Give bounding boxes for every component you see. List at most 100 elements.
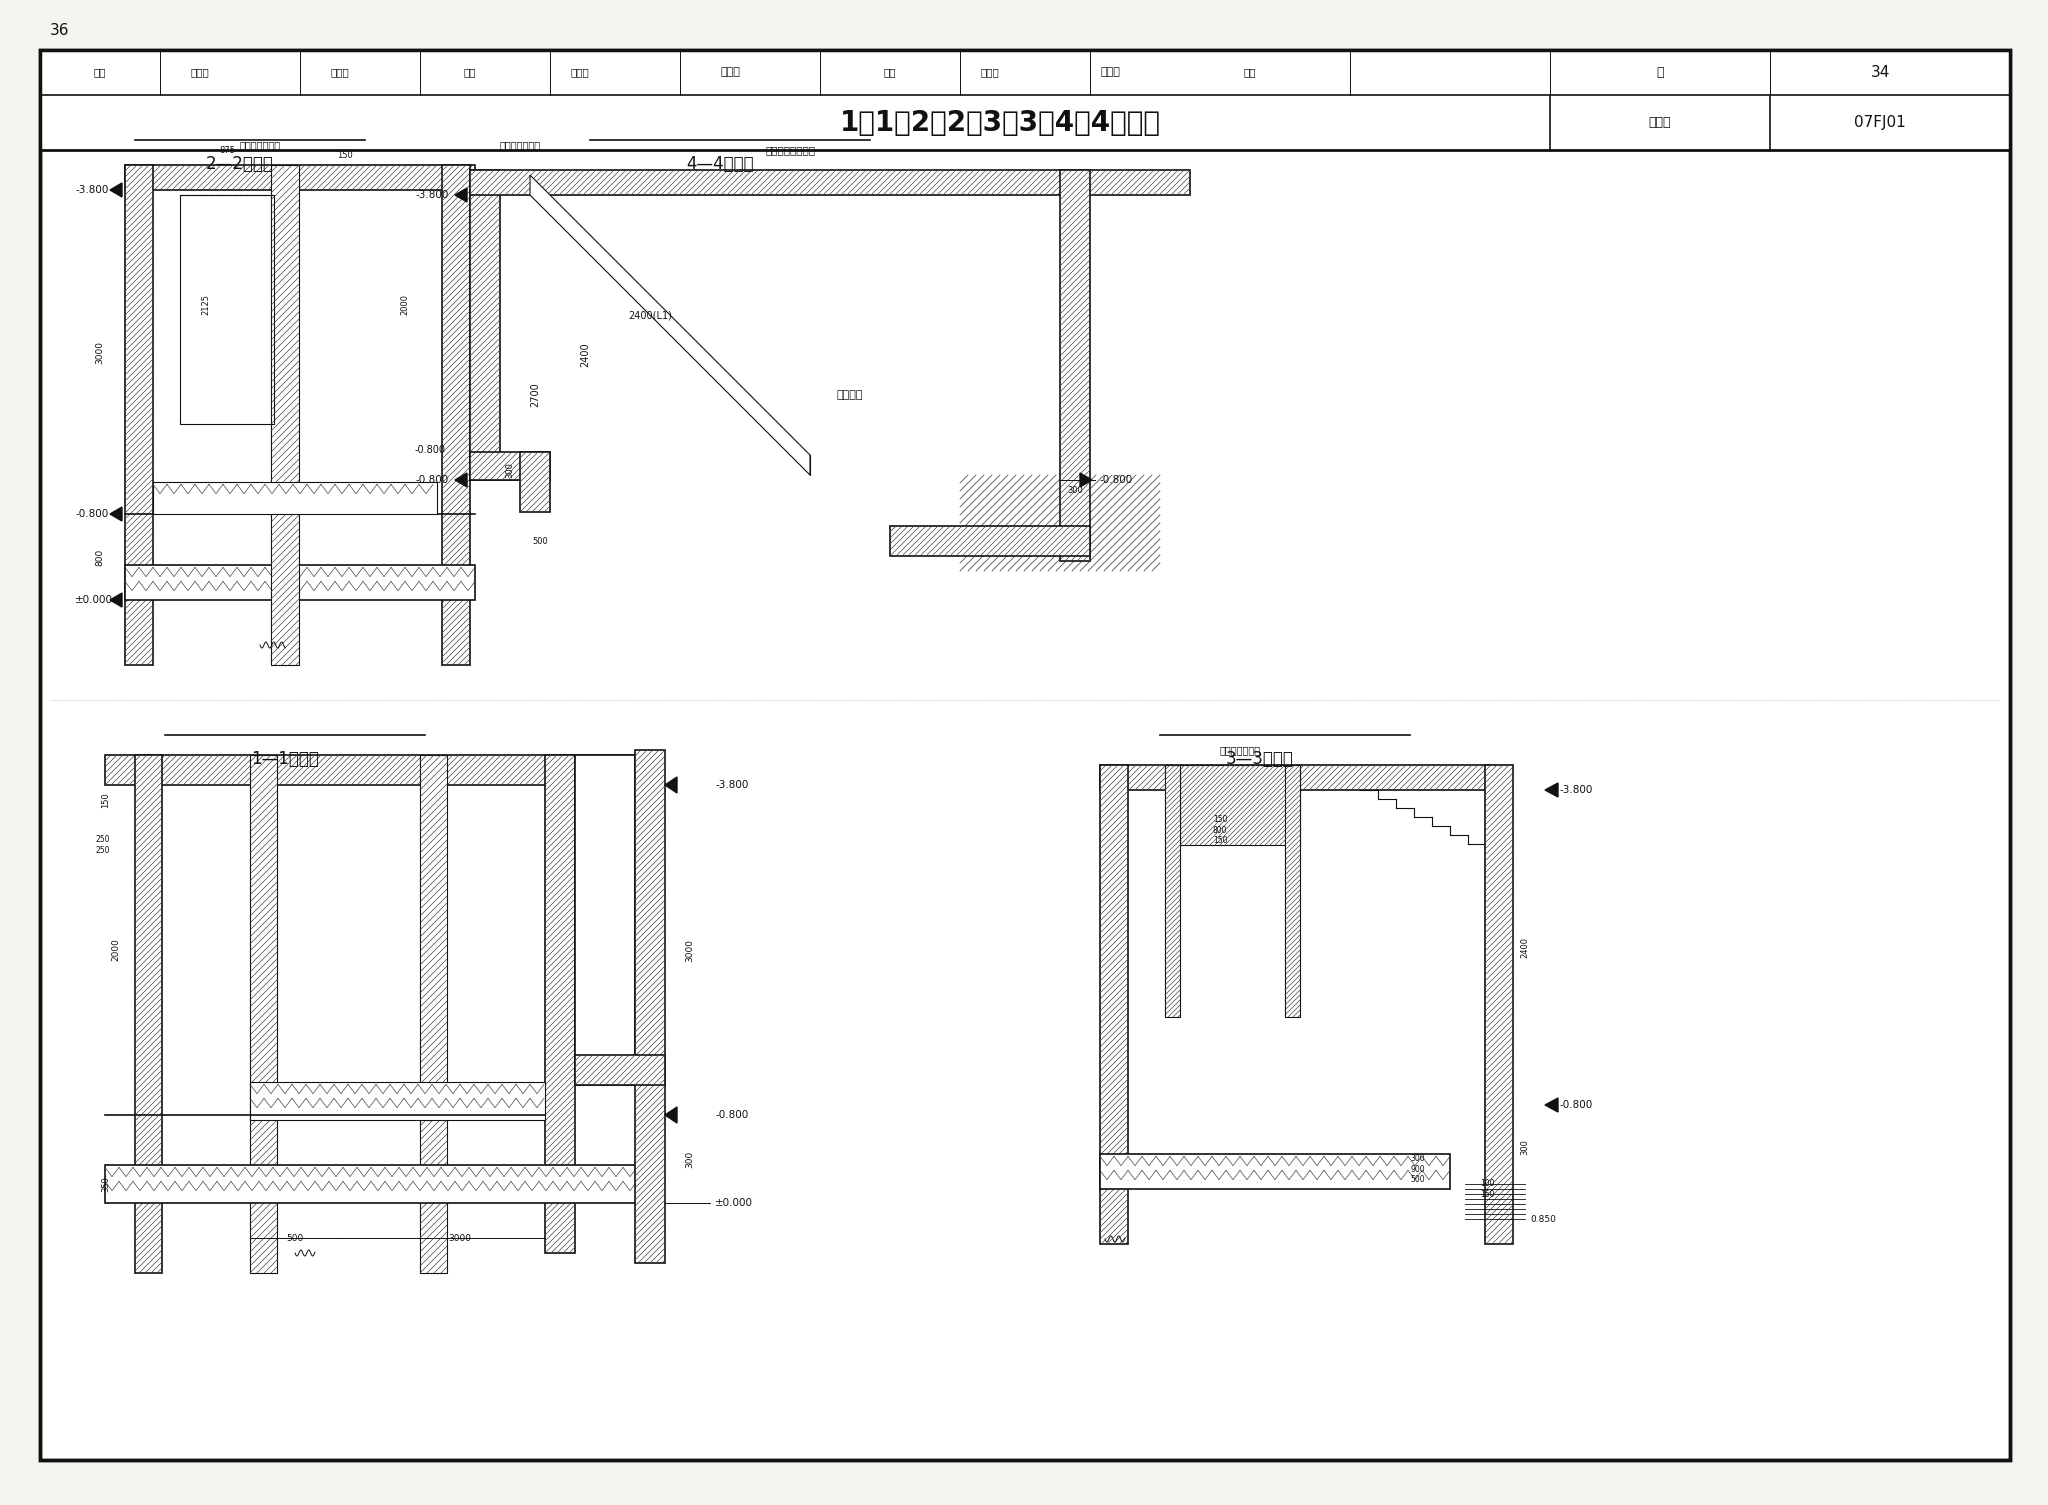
Bar — [1100, 765, 1128, 1245]
Text: -3.800: -3.800 — [416, 190, 449, 200]
Text: 3000: 3000 — [449, 1234, 471, 1243]
Bar — [1485, 765, 1513, 1245]
Polygon shape — [455, 473, 467, 488]
Text: 2400: 2400 — [580, 343, 590, 367]
Bar — [125, 166, 475, 190]
Text: 洗涮污水集水坑: 洗涮污水集水坑 — [1219, 745, 1262, 756]
Bar — [125, 166, 154, 665]
Bar — [270, 166, 299, 665]
Bar — [250, 1082, 545, 1120]
Text: 设计: 设计 — [885, 68, 897, 77]
Bar — [1100, 765, 1491, 790]
Text: ±0.000: ±0.000 — [76, 594, 113, 605]
Text: 2400: 2400 — [1520, 938, 1530, 959]
Bar — [1284, 765, 1300, 1017]
Text: -0.800: -0.800 — [76, 509, 109, 519]
Text: 150: 150 — [100, 792, 111, 808]
Text: 预制混凝土踏步板: 预制混凝土踏步板 — [766, 144, 815, 155]
Text: 2000: 2000 — [399, 293, 410, 315]
Text: 150: 150 — [338, 150, 352, 160]
Bar — [1061, 170, 1090, 561]
Bar — [635, 749, 666, 1263]
Text: 500: 500 — [287, 1234, 303, 1243]
Bar — [104, 756, 645, 786]
Bar — [154, 482, 436, 515]
Text: 1－1、2－2、3－3、4－4剖面图: 1－1、2－2、3－3、4－4剖面图 — [840, 108, 1161, 137]
Text: 沈志红: 沈志红 — [1100, 68, 1120, 77]
Text: -3.800: -3.800 — [1561, 786, 1593, 795]
Text: 校对: 校对 — [463, 68, 477, 77]
Bar — [104, 1165, 645, 1202]
Bar — [469, 170, 1190, 196]
Text: 500: 500 — [532, 537, 549, 546]
Text: 300
900
500: 300 900 500 — [1411, 1154, 1425, 1184]
Text: 孙晓秋: 孙晓秋 — [571, 68, 590, 77]
Bar — [575, 756, 635, 1085]
Polygon shape — [1079, 473, 1092, 488]
Text: 0.850: 0.850 — [1530, 1215, 1556, 1224]
Bar — [125, 564, 475, 600]
Text: -3.800: -3.800 — [715, 780, 748, 790]
Polygon shape — [111, 507, 123, 521]
Text: 1—1剑面图: 1—1剑面图 — [252, 749, 319, 768]
Text: 孙晓秋: 孙晓秋 — [721, 68, 739, 77]
Text: 3—3剑面图: 3—3剑面图 — [1227, 749, 1294, 768]
Text: -0.800: -0.800 — [1561, 1100, 1593, 1111]
Bar — [1180, 765, 1300, 844]
Bar — [520, 452, 551, 512]
Text: 800: 800 — [96, 548, 104, 566]
Text: 34: 34 — [1870, 65, 1890, 80]
Polygon shape — [666, 1108, 678, 1123]
Polygon shape — [455, 188, 467, 202]
Bar — [135, 756, 162, 1273]
Polygon shape — [666, 777, 678, 793]
Text: 350: 350 — [100, 1175, 111, 1192]
Text: -0.800: -0.800 — [715, 1111, 748, 1120]
Bar — [442, 166, 469, 665]
Text: 审核: 审核 — [94, 68, 106, 77]
Polygon shape — [111, 184, 123, 197]
Text: 2400(L1): 2400(L1) — [629, 310, 672, 321]
Bar — [1100, 1154, 1450, 1189]
Text: 300: 300 — [1520, 1139, 1530, 1154]
Text: 2—2剑面图: 2—2剑面图 — [207, 155, 274, 173]
Text: 3000: 3000 — [96, 340, 104, 364]
Bar — [891, 527, 1090, 555]
Text: 100
150: 100 150 — [1481, 1180, 1495, 1198]
Bar — [1165, 765, 1180, 1017]
Text: 洗涮污水集水坑: 洗涮污水集水坑 — [240, 140, 281, 150]
Text: -3.800: -3.800 — [76, 185, 109, 196]
Polygon shape — [1544, 1099, 1559, 1112]
Text: 洗涮污水集水坑: 洗涮污水集水坑 — [500, 140, 541, 150]
Text: -0.800: -0.800 — [1100, 476, 1133, 485]
Text: 300: 300 — [506, 462, 514, 479]
Text: 2700: 2700 — [530, 382, 541, 408]
Bar — [545, 756, 575, 1254]
Text: 说明: 说明 — [1243, 68, 1255, 77]
Text: -0.800: -0.800 — [416, 445, 446, 455]
Bar — [250, 756, 276, 1273]
Bar — [180, 196, 274, 424]
Bar — [41, 50, 2009, 150]
Text: -0.800: -0.800 — [416, 476, 449, 485]
Text: ±0.000: ±0.000 — [715, 1198, 754, 1209]
Text: 4—4剑面图: 4—4剑面图 — [686, 155, 754, 173]
Polygon shape — [530, 175, 811, 476]
Text: 250
250: 250 250 — [96, 835, 111, 855]
Text: 图集号: 图集号 — [1649, 116, 1671, 129]
Text: 陈宗耀: 陈宗耀 — [190, 68, 209, 77]
Bar — [575, 1055, 666, 1085]
Text: 页: 页 — [1657, 66, 1663, 78]
Bar — [420, 756, 446, 1273]
Text: 所本堪: 所本堪 — [330, 68, 350, 77]
Text: 沈志红: 沈志红 — [981, 68, 999, 77]
Text: 875: 875 — [219, 146, 236, 155]
Text: 300: 300 — [1067, 486, 1083, 495]
Text: 300: 300 — [684, 1150, 694, 1168]
Text: 3000: 3000 — [684, 939, 694, 962]
Bar — [469, 452, 551, 480]
Bar — [469, 170, 500, 480]
Polygon shape — [111, 593, 123, 607]
Text: 07FJ01: 07FJ01 — [1853, 114, 1907, 129]
Text: 2125: 2125 — [201, 293, 211, 315]
